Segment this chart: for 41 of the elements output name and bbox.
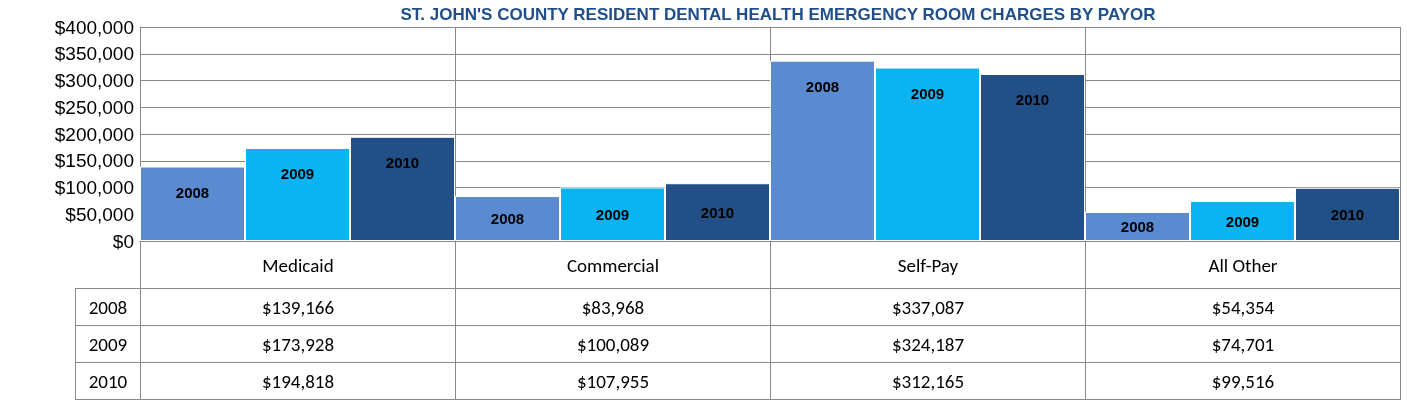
chart-title: ST. JOHN'S COUNTY RESIDENT DENTAL HEALTH EMERGENCY ROOM CHARGES BY PAYOR bbox=[400, 5, 1156, 24]
y-tick-label: $200,000 bbox=[54, 123, 134, 145]
x-tick-label: All Other bbox=[1085, 241, 1401, 289]
series-label: 2008 bbox=[1120, 217, 1155, 235]
x-tick-label: Self-Pay bbox=[770, 241, 1086, 289]
text: 2009 bbox=[595, 205, 630, 223]
text: 2010 bbox=[1330, 205, 1365, 223]
text: 2009 bbox=[280, 164, 315, 182]
text: 2010 bbox=[700, 203, 735, 221]
text: 2010 bbox=[88, 369, 128, 393]
data-label: $107,955 bbox=[455, 362, 771, 400]
y-tick-label: $50,000 bbox=[65, 203, 134, 225]
text: 2008 bbox=[805, 77, 840, 95]
data-label: $100,089 bbox=[455, 325, 771, 363]
data-label: $83,968 bbox=[455, 288, 771, 326]
text: 2008 bbox=[175, 183, 210, 201]
text: 2010 bbox=[1015, 90, 1050, 108]
y-tick-label: $250,000 bbox=[54, 96, 134, 118]
data-label: $99,516 bbox=[1085, 362, 1401, 400]
text: 2009 bbox=[88, 332, 128, 356]
y-tick-label: $100,000 bbox=[54, 177, 134, 198]
data-label: $194,818 bbox=[140, 362, 456, 400]
data-label: $54,354 bbox=[1085, 288, 1401, 326]
data-label: $139,166 bbox=[140, 288, 456, 326]
text: 2009 bbox=[910, 84, 945, 102]
x-tick-label: Commercial bbox=[455, 241, 771, 289]
data-label: $337,087 bbox=[770, 288, 1086, 326]
y-tick-label: $350,000 bbox=[54, 43, 134, 65]
y-tick-label: $0 bbox=[112, 230, 134, 252]
text: 2008 bbox=[490, 210, 525, 228]
data-label: $312,165 bbox=[770, 362, 1086, 400]
data-label: $173,928 bbox=[140, 325, 456, 363]
series-label: 2010 bbox=[385, 153, 420, 171]
series-label: 2009 bbox=[1225, 212, 1260, 230]
data-label: $74,701 bbox=[1085, 325, 1401, 363]
x-tick-label: Medicaid bbox=[140, 241, 456, 289]
data-label: $324,187 bbox=[770, 325, 1086, 363]
text: 2008 bbox=[88, 295, 128, 319]
y-tick-label: $150,000 bbox=[54, 150, 134, 172]
y-tick-label: $300,000 bbox=[54, 70, 134, 91]
y-tick-label: $400,000 bbox=[54, 16, 134, 38]
